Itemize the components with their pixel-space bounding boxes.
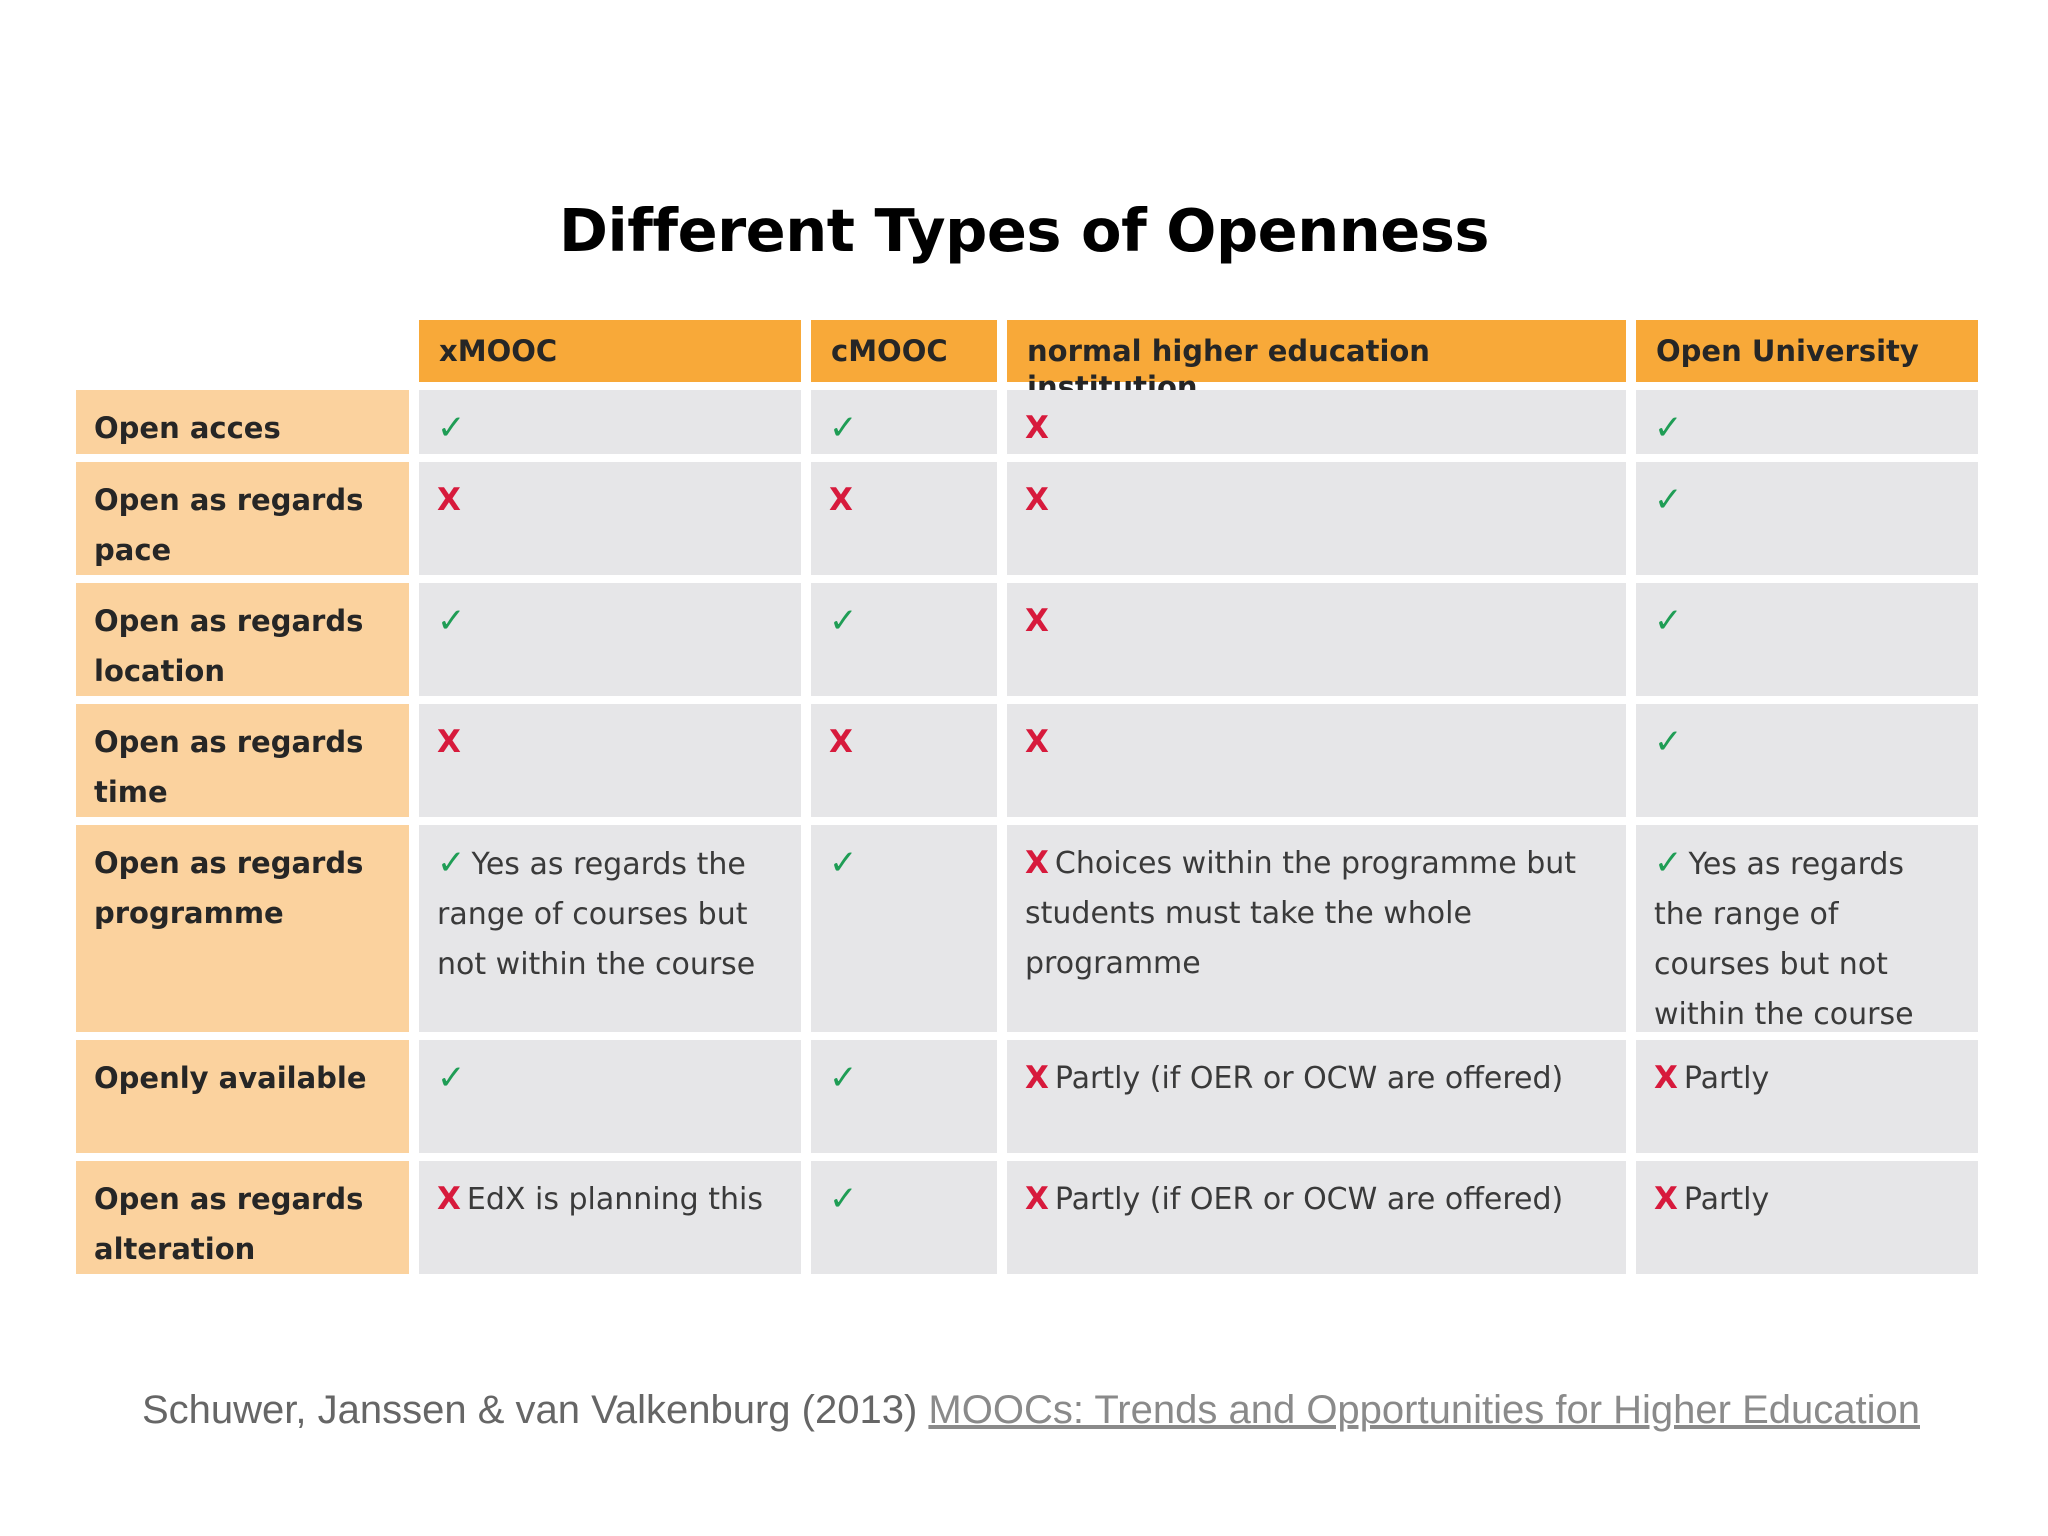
cross-icon: X <box>829 724 853 760</box>
cross-icon: X <box>1025 482 1049 518</box>
citation: Schuwer, Janssen & van Valkenburg (2013)… <box>142 1388 1920 1433</box>
check-icon: ✓ <box>829 1058 858 1098</box>
cell-text: Yes as regards the range of courses but … <box>437 847 756 982</box>
openness-table: xMOOC cMOOC normal higher education instit… <box>76 320 1978 1274</box>
check-icon: ✓ <box>437 843 466 883</box>
cross-icon: X <box>1025 603 1049 639</box>
cell-text: EdX is planning this <box>466 1182 763 1217</box>
check-icon: ✓ <box>437 408 466 448</box>
table-cell: X <box>1007 390 1626 454</box>
table-cell: ✓ <box>811 390 997 454</box>
cross-icon: X <box>1025 724 1049 760</box>
check-icon: ✓ <box>1654 722 1683 762</box>
column-header: normal higher education institution <box>1007 320 1626 404</box>
table-cell: X Choices within the programme but studen… <box>1007 825 1626 1032</box>
check-icon: ✓ <box>829 408 858 448</box>
cell-text: Partly (if OER or OCW are offered) <box>1054 1061 1564 1096</box>
cross-icon: X <box>1654 1060 1678 1096</box>
table-cell: X Partly (if OER or OCW are offered) <box>1007 1161 1626 1274</box>
table-cell: X Partly <box>1636 1040 1978 1153</box>
table-cell: X <box>811 704 997 817</box>
table-cell: X <box>419 704 801 817</box>
table-cell: ✓ <box>419 390 801 454</box>
cross-icon: X <box>437 1181 461 1217</box>
citation-text: Schuwer, Janssen & van Valkenburg (2013) <box>142 1388 918 1432</box>
cross-icon: X <box>1025 410 1049 446</box>
table-cell: ✓ <box>811 1161 997 1274</box>
slide-title: Different Types of Openness <box>559 196 1489 265</box>
table-corner <box>76 320 409 382</box>
check-icon: ✓ <box>1654 601 1683 641</box>
cross-icon: X <box>1025 1060 1049 1096</box>
table-cell: ✓ <box>1636 583 1978 696</box>
cell-text: Yes as regards the range of courses but … <box>1654 847 1914 1032</box>
cross-icon: X <box>1025 1181 1049 1217</box>
table-cell: X Partly (if OER or OCW are offered) <box>1007 1040 1626 1153</box>
row-header: Open as regards time <box>76 704 409 817</box>
table-cell: ✓ <box>811 583 997 696</box>
row-header: Open as regards alteration <box>76 1161 409 1274</box>
cross-icon: X <box>1654 1181 1678 1217</box>
table-cell: X <box>1007 704 1626 817</box>
check-icon: ✓ <box>1654 480 1683 520</box>
table-cell: ✓ <box>419 1040 801 1153</box>
table-cell: X <box>811 462 997 575</box>
table-cell: X <box>1007 583 1626 696</box>
table-cell: X Partly <box>1636 1161 1978 1274</box>
check-icon: ✓ <box>829 843 858 883</box>
cross-icon: X <box>437 482 461 518</box>
check-icon: ✓ <box>829 1179 858 1219</box>
row-header: Open as regards location <box>76 583 409 696</box>
cross-icon: X <box>1025 845 1049 881</box>
table-cell: ✓ <box>1636 462 1978 575</box>
cross-icon: X <box>437 724 461 760</box>
row-header: Openly available <box>76 1040 409 1153</box>
table-cell: ✓ Yes as regards the range of courses but… <box>1636 825 1978 1032</box>
table-cell: X EdX is planning this <box>419 1161 801 1274</box>
column-header: cMOOC <box>811 320 997 382</box>
row-header: Open acces <box>76 390 409 454</box>
citation-link[interactable]: MOOCs: Trends and Opportunities for High… <box>928 1388 1920 1432</box>
cross-icon: X <box>829 482 853 518</box>
cell-text: Choices within the programme but student… <box>1025 846 1577 981</box>
table-cell: X <box>419 462 801 575</box>
table-cell: X <box>1007 462 1626 575</box>
table-cell: ✓ <box>1636 704 1978 817</box>
column-header: Open University <box>1636 320 1978 382</box>
cell-text: Partly <box>1683 1182 1770 1217</box>
row-header: Open as regards pace <box>76 462 409 575</box>
check-icon: ✓ <box>829 601 858 641</box>
check-icon: ✓ <box>1654 408 1683 448</box>
cell-text: Partly (if OER or OCW are offered) <box>1054 1182 1564 1217</box>
cell-text: Partly <box>1683 1061 1770 1096</box>
column-header: xMOOC <box>419 320 801 382</box>
table-cell: ✓ <box>811 1040 997 1153</box>
row-header: Open as regards programme <box>76 825 409 1032</box>
table-cell: ✓ <box>1636 390 1978 454</box>
table-cell: ✓ <box>811 825 997 1032</box>
check-icon: ✓ <box>437 601 466 641</box>
check-icon: ✓ <box>1654 843 1683 883</box>
table-cell: ✓ <box>419 583 801 696</box>
check-icon: ✓ <box>437 1058 466 1098</box>
table-cell: ✓ Yes as regards the range of courses but… <box>419 825 801 1032</box>
